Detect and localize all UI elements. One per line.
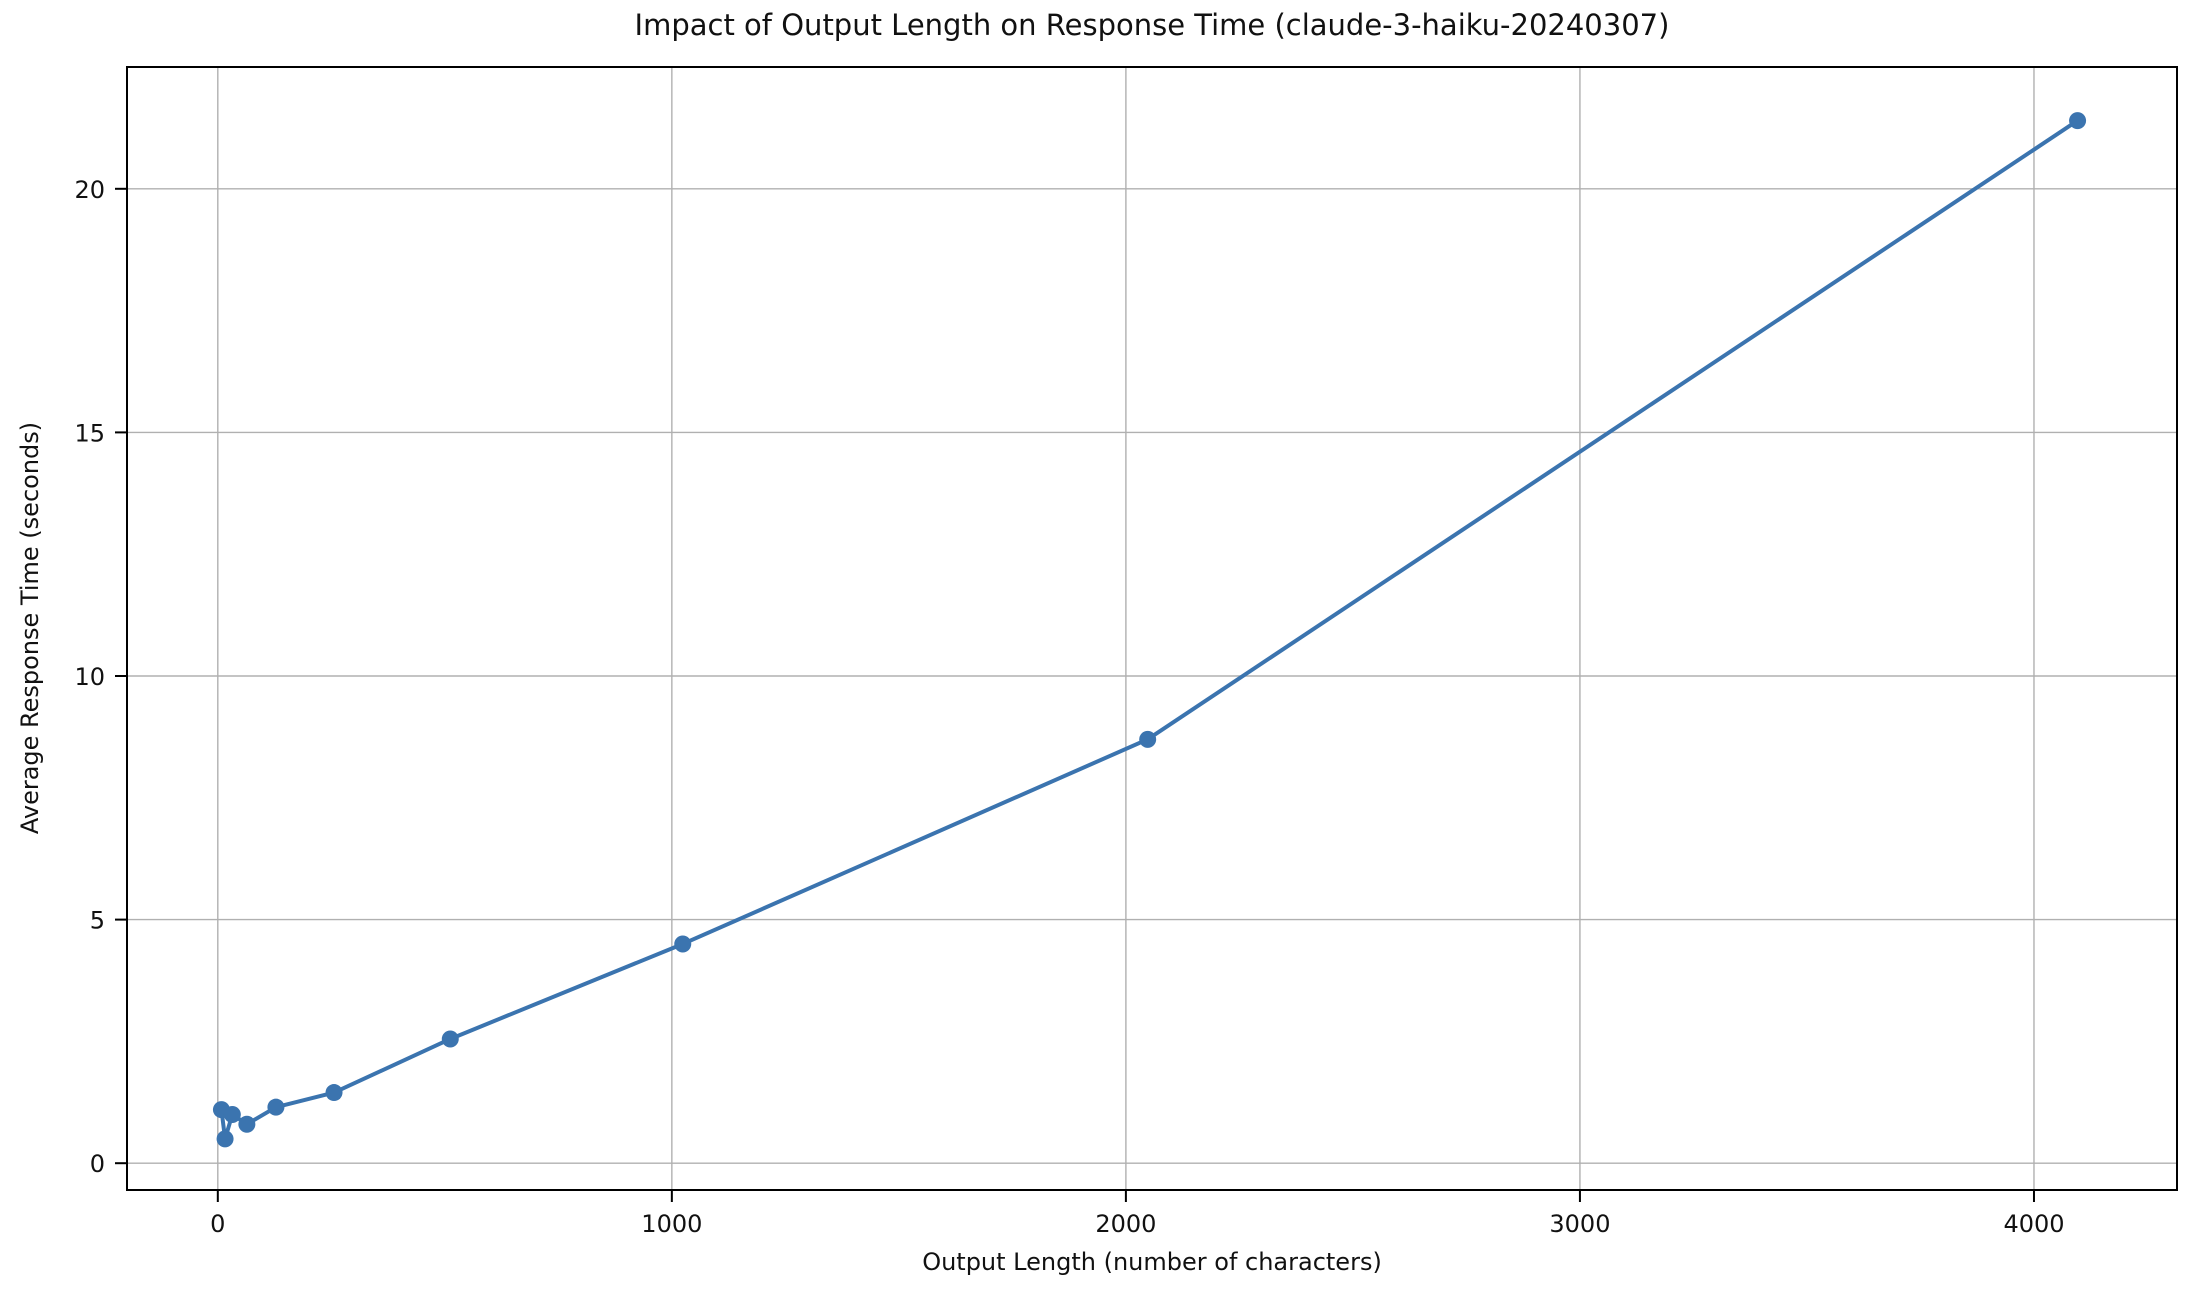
data-point <box>1139 730 1157 748</box>
x-tick-label: 0 <box>210 1210 225 1238</box>
y-tick-label: 5 <box>90 907 105 935</box>
x-axis-label: Output Length (number of characters) <box>922 1248 1382 1276</box>
y-axis-label: Average Response Time (seconds) <box>16 421 44 835</box>
data-point <box>674 935 692 953</box>
data-point <box>223 1105 241 1123</box>
chart-title: Impact of Output Length on Response Time… <box>634 8 1670 42</box>
x-tick-label: 3000 <box>1549 1210 1610 1238</box>
y-tick-label: 15 <box>74 419 105 447</box>
y-tick-label: 0 <box>90 1150 105 1178</box>
x-tick-label: 4000 <box>2003 1210 2064 1238</box>
data-point <box>2069 112 2087 130</box>
data-point <box>267 1098 285 1116</box>
data-point <box>441 1030 459 1048</box>
y-tick-label: 20 <box>74 176 105 204</box>
data-point <box>325 1084 343 1102</box>
data-point <box>216 1130 234 1148</box>
data-point <box>238 1115 256 1133</box>
y-tick-label: 10 <box>74 663 105 691</box>
x-tick-label: 2000 <box>1095 1210 1156 1238</box>
plot-border <box>126 66 2178 1191</box>
x-tick-label: 1000 <box>641 1210 702 1238</box>
series-line <box>219 118 2080 1141</box>
